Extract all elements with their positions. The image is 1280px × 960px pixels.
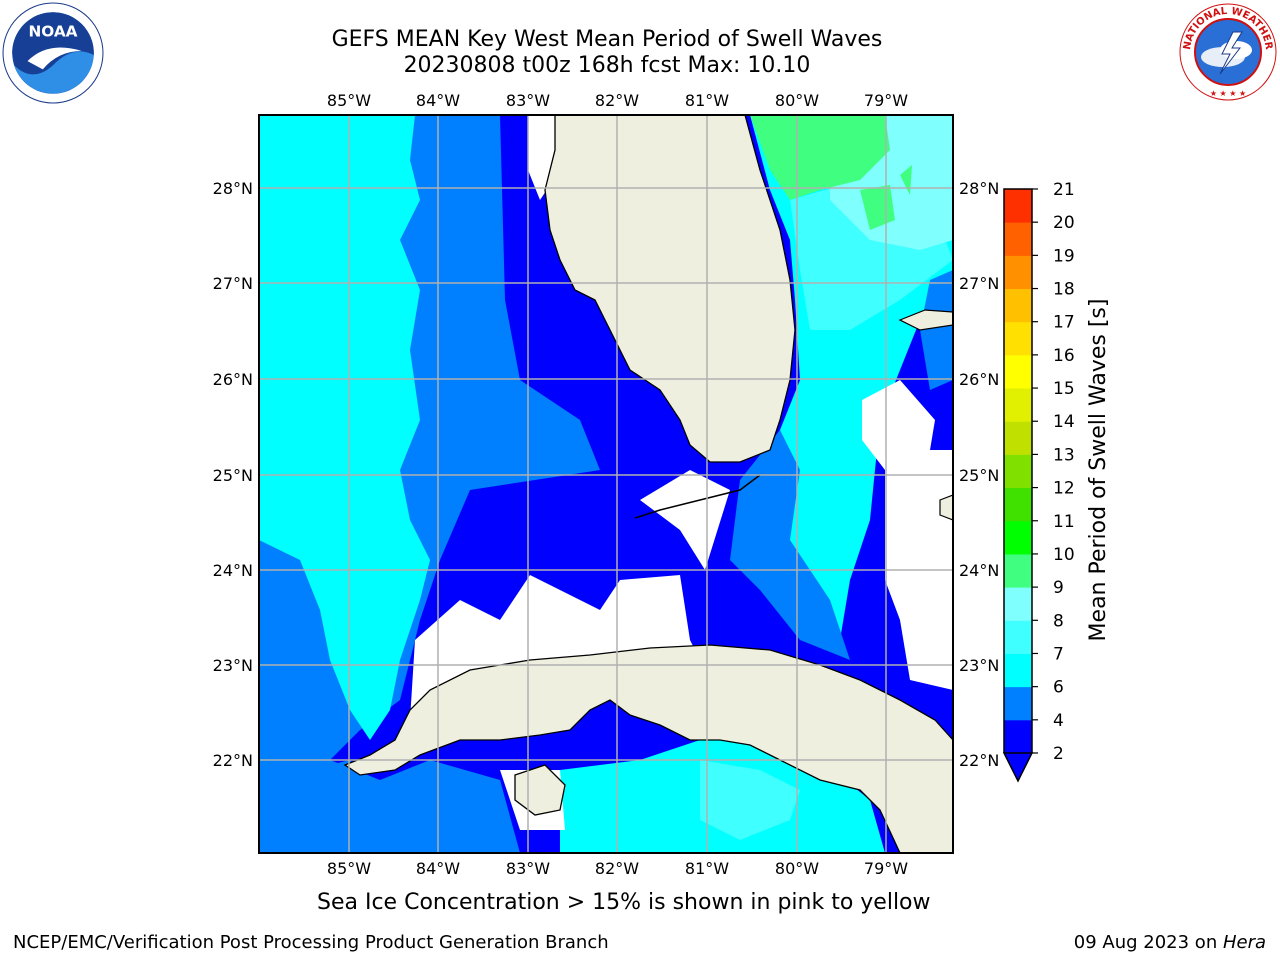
lon-label-bottom: 85°W (327, 859, 371, 878)
ocean-swell-6-7s-west (259, 115, 430, 740)
svg-text:★ ★ ★ ★: ★ ★ ★ ★ (1210, 89, 1246, 98)
lat-label-right: 23°N (959, 656, 999, 675)
lon-label-bottom: 83°W (506, 859, 550, 878)
colorbar-label: Mean Period of Swell Waves [s] (1086, 299, 1111, 642)
colorbar-swatch (1004, 222, 1032, 256)
colorbar-swatch (1004, 189, 1032, 223)
colorbar-tick-label: 14 (1053, 412, 1075, 432)
colorbar-swatch (1004, 587, 1032, 621)
colorbar-extend-arrow (1002, 752, 1034, 783)
colorbar-swatch (1004, 288, 1032, 323)
footer-credit: NCEP/EMC/Verification Post Processing Pr… (13, 932, 609, 953)
colorbar-tick-label: 17 (1053, 313, 1075, 333)
lat-label-right: 22°N (959, 751, 999, 770)
colorbar-tick-label: 6 (1053, 678, 1064, 698)
lon-label-bottom: 80°W (775, 859, 819, 878)
colorbar-swatch (1004, 487, 1032, 522)
footer-date-text: 09 Aug 2023 on (1073, 932, 1223, 953)
footer-date: 09 Aug 2023 on Hera (1074, 932, 1266, 953)
colorbar-swatch (1004, 421, 1032, 455)
chart-title-line1: GEFS MEAN Key West Mean Period of Swell … (331, 27, 883, 52)
colorbar-swatch (1004, 388, 1032, 422)
lat-label-right: 24°N (959, 561, 999, 580)
colorbar-tick-label: 18 (1053, 280, 1075, 300)
colorbar-tick-label: 20 (1053, 213, 1075, 233)
cuba-land (343, 644, 953, 853)
lat-label-right: 26°N (959, 370, 999, 389)
florida-land (544, 115, 796, 463)
footer-machine: Hera (1222, 932, 1266, 953)
colorbar-tick-label: 4 (1053, 711, 1064, 731)
colorbar-tick-label: 10 (1053, 545, 1075, 565)
graticule (259, 115, 953, 853)
lon-label-top: 80°W (775, 91, 819, 110)
lat-label-left: 27°N (213, 274, 253, 293)
colorbar-tick-label: 12 (1053, 479, 1075, 499)
colorbar-swatch (1004, 354, 1032, 389)
lon-label-bottom: 82°W (595, 859, 639, 878)
colorbar-tick-label: 2 (1053, 744, 1064, 764)
ocean-swell-9-10s (750, 115, 890, 200)
lat-label-left: 25°N (213, 466, 253, 485)
noaa-logo-text: NOAA (28, 23, 77, 41)
colorbar-tick-label: 8 (1053, 611, 1064, 631)
lon-label-bottom: 79°W (864, 859, 908, 878)
colorbar-tick-label: 21 (1053, 180, 1075, 200)
lon-label-top: 79°W (864, 91, 908, 110)
noaa-logo: NOAA (2, 2, 104, 104)
colorbar-frame (1003, 188, 1033, 753)
lon-label-top: 84°W (416, 91, 460, 110)
lon-label-bottom: 81°W (685, 859, 729, 878)
lat-label-left: 26°N (213, 370, 253, 389)
lon-label-bottom: 84°W (416, 859, 460, 878)
lat-label-left: 28°N (213, 179, 253, 198)
colorbar: 2 4 6 7 8 9 10 11 12 13 14 15 16 17 18 19 20 21 (1002, 180, 1075, 783)
lat-label-left: 23°N (213, 656, 253, 675)
colorbar-swatch (1004, 454, 1032, 489)
colorbar-swatch (1004, 686, 1032, 721)
colorbar-tick-label: 15 (1053, 379, 1075, 399)
colorbar-swatch (1004, 520, 1032, 555)
map-area (259, 115, 953, 853)
lon-label-top: 83°W (506, 91, 550, 110)
colorbar-tick-label: 16 (1053, 346, 1075, 366)
lat-label-right: 28°N (959, 179, 999, 198)
lat-label-right: 25°N (959, 466, 999, 485)
colorbar-tick-label: 7 (1053, 644, 1064, 664)
lat-label-right: 27°N (959, 274, 999, 293)
sea-ice-note: Sea Ice Concentration > 15% is shown in … (317, 890, 931, 915)
map-frame (258, 114, 954, 854)
colorbar-swatch (1004, 321, 1032, 356)
lon-label-top: 85°W (327, 91, 371, 110)
colorbar-tick-label: 19 (1053, 246, 1075, 266)
colorbar-swatch (1004, 553, 1032, 588)
colorbar-tick-label: 13 (1053, 445, 1075, 465)
colorbar-tick-label: 9 (1053, 578, 1064, 598)
chart-title-line2: 20230808 t00z 168h fcst Max: 10.10 (403, 53, 811, 78)
nws-logo: NATIONAL WEATHER SERVICE ★ ★ ★ ★ (1178, 2, 1277, 101)
lon-label-top: 81°W (685, 91, 729, 110)
florida-keys (634, 474, 761, 519)
lat-label-left: 24°N (213, 561, 253, 580)
colorbar-swatch (1004, 719, 1032, 754)
colorbar-swatch (1004, 620, 1032, 654)
colorbar-swatch (1004, 255, 1032, 290)
lat-label-left: 22°N (213, 751, 253, 770)
colorbar-tick-label: 11 (1053, 512, 1075, 532)
lon-label-top: 82°W (595, 91, 639, 110)
colorbar-swatch (1004, 653, 1032, 688)
